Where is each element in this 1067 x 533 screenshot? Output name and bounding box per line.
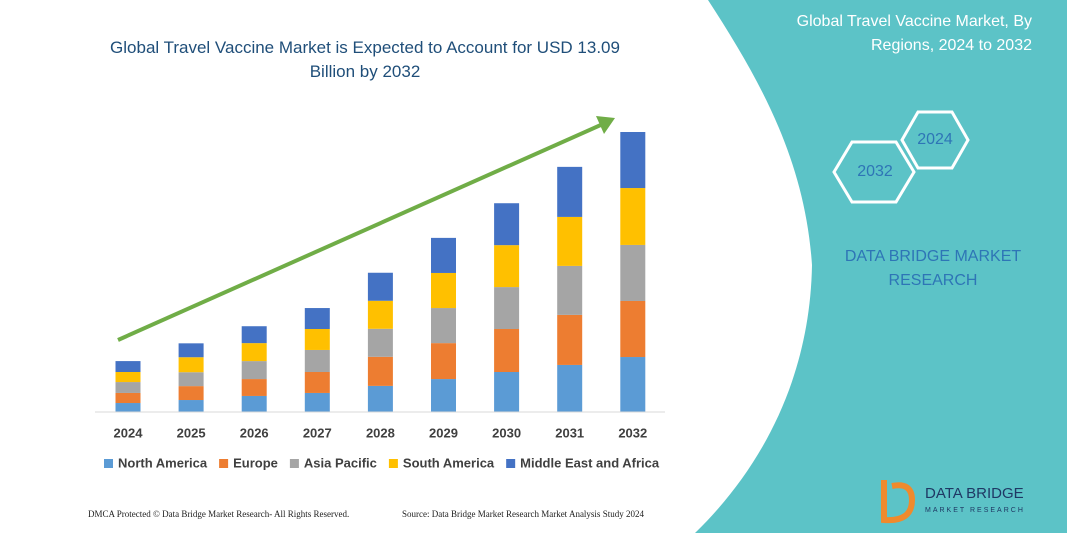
bar-segment <box>367 356 393 386</box>
bar-segment <box>178 386 204 401</box>
hexagon-label: 2024 <box>917 131 953 148</box>
brand-text: RESEARCH <box>889 272 978 289</box>
bar-segment <box>115 382 141 393</box>
bar-segment <box>115 403 141 412</box>
bar-segment <box>431 308 456 344</box>
x-tick-label: 2025 <box>177 425 206 440</box>
logo-text: DATA BRIDGE <box>925 485 1024 502</box>
brand-text: DATA BRIDGE MARKET <box>845 248 1022 265</box>
legend-swatch <box>219 459 229 468</box>
bar-segment <box>178 400 204 412</box>
side-panel <box>695 0 1067 533</box>
bar-segment <box>367 385 393 412</box>
bar-segment <box>557 166 583 217</box>
hexagon <box>832 140 916 204</box>
bar-segment <box>367 272 393 301</box>
legend-label: South America <box>403 455 495 470</box>
x-tick-label: 2029 <box>429 425 458 440</box>
trend-arrow-head <box>596 116 615 134</box>
legend-label: Middle East and Africa <box>520 455 660 470</box>
bar-segment <box>557 314 583 365</box>
hexagon-label: 2032 <box>857 163 893 180</box>
bar-segment <box>557 364 583 412</box>
panel-title: Regions, 2024 to 2032 <box>871 37 1032 54</box>
legend-swatch <box>506 459 516 468</box>
legend-label: Europe <box>233 455 278 470</box>
legend-swatch <box>388 459 398 468</box>
bar-segment <box>304 392 330 412</box>
bar-segment <box>178 343 204 358</box>
bar-segment <box>494 203 520 246</box>
bar-segment <box>304 308 330 330</box>
legend-label: North America <box>118 455 208 470</box>
x-tick-label: 2032 <box>618 425 647 440</box>
bar-segment <box>241 343 267 362</box>
bar-segment <box>431 237 456 273</box>
bar-segment <box>241 361 267 380</box>
bar-segment <box>304 329 330 350</box>
bar-segment <box>304 372 330 393</box>
bar-segment <box>178 372 204 387</box>
trend-arrow <box>117 122 604 342</box>
bar-segment <box>367 328 393 357</box>
x-tick-label: 2024 <box>114 425 144 440</box>
chart-title: Global Travel Vaccine Market is Expected… <box>110 38 620 81</box>
bar-segment <box>241 379 267 396</box>
bar-segment <box>494 372 520 412</box>
hexagon <box>900 110 970 170</box>
bar-segment <box>431 272 456 309</box>
legend-swatch <box>104 459 113 468</box>
bar-segment <box>241 395 267 412</box>
bar-segment <box>304 349 330 372</box>
bar-segment <box>115 392 141 404</box>
bar-segment <box>494 245 520 288</box>
bar-segment <box>557 216 583 266</box>
bar-segment <box>115 372 141 383</box>
bar-segment <box>431 343 456 380</box>
bar-segment <box>620 300 646 358</box>
legend-label: Asia Pacific <box>304 455 377 470</box>
bar-segment <box>367 300 393 329</box>
bar-segment <box>494 329 520 372</box>
bar-segment <box>178 357 204 373</box>
footer-text: DMCA Protected © Data Bridge Market Rese… <box>88 509 349 519</box>
bar-segment <box>431 379 456 412</box>
bar-segment <box>241 326 267 344</box>
bar-segment <box>620 357 646 412</box>
bar-segment <box>115 361 141 372</box>
x-tick-label: 2026 <box>240 425 269 440</box>
bar-segment <box>494 287 520 330</box>
x-tick-label: 2028 <box>366 425 395 440</box>
x-tick-label: 2030 <box>492 425 521 440</box>
x-tick-label: 2027 <box>303 425 332 440</box>
logo-text: MARKET RESEARCH <box>925 507 1025 514</box>
x-tick-label: 2031 <box>555 425 584 440</box>
bar-segment <box>620 132 646 189</box>
legend-swatch <box>289 459 299 468</box>
bar-segment <box>557 265 583 315</box>
panel-title: Global Travel Vaccine Market, By <box>797 13 1032 30</box>
footer-text: Source: Data Bridge Market Research Mark… <box>402 509 644 519</box>
logo-icon <box>881 480 916 524</box>
bar-segment <box>620 188 646 245</box>
bar-segment <box>620 244 646 301</box>
